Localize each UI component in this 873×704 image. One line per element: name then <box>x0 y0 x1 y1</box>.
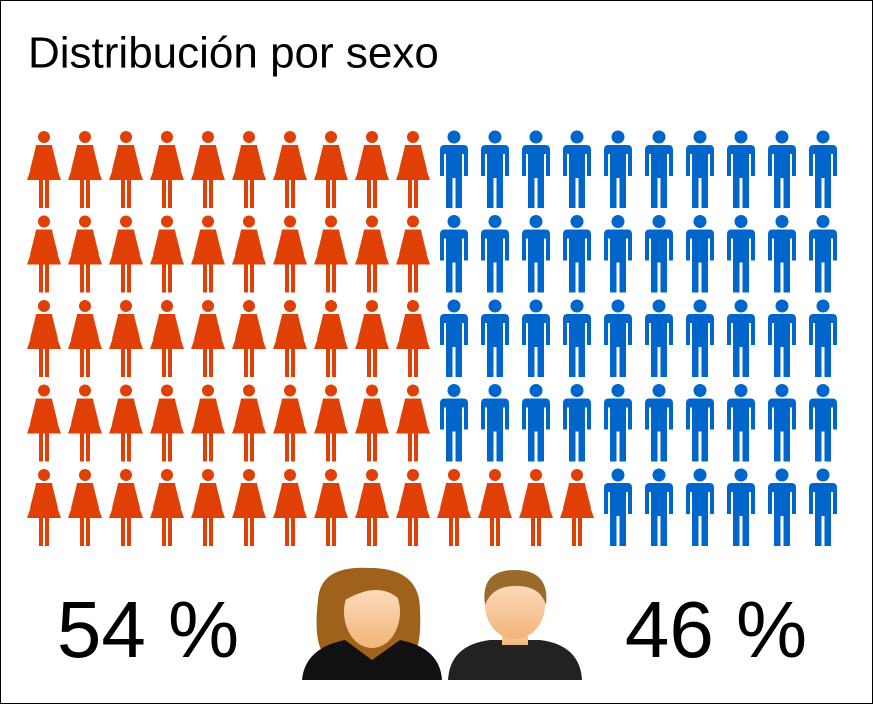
value-label: 54 % <box>57 585 239 674</box>
female-avatar <box>302 567 442 680</box>
value-label: 46 % <box>625 585 807 674</box>
male-avatar <box>448 570 582 680</box>
chart-title: Distribución por sexo <box>28 29 439 78</box>
